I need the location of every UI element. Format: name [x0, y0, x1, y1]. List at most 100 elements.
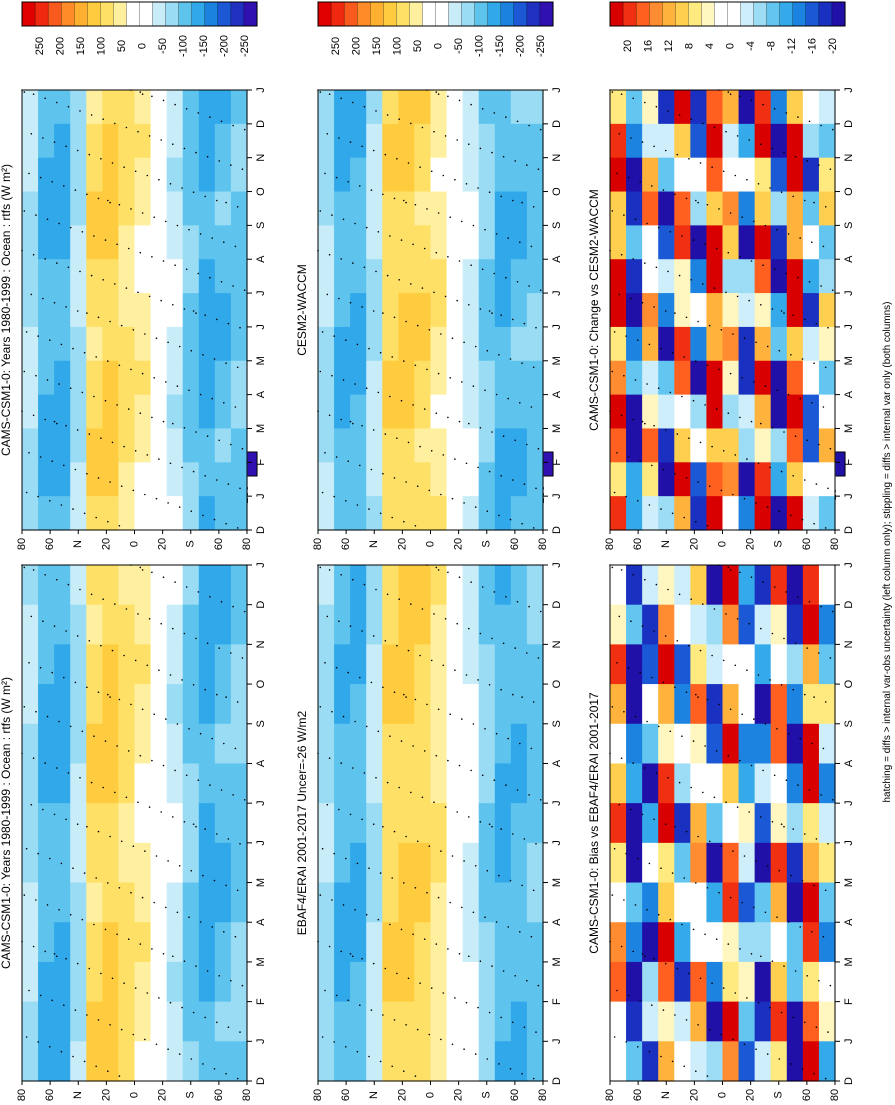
stipple-dot	[725, 801, 727, 803]
stipple-dot	[660, 1055, 662, 1058]
stipple-dot	[630, 808, 632, 811]
heatmap-cell	[642, 882, 659, 923]
lat-tick-label: S	[481, 1091, 493, 1098]
stipple-dot	[359, 1004, 361, 1006]
heatmap-cell	[478, 428, 496, 463]
heatmap-cell	[722, 259, 740, 294]
stipple-dot	[715, 408, 718, 410]
colorbar-swatch	[100, 1, 114, 27]
heatmap-cell	[642, 922, 659, 963]
stipple-dot	[493, 779, 496, 781]
stipple-dot	[134, 170, 137, 173]
heatmap-cell	[462, 1041, 480, 1082]
stipple-dot	[708, 1028, 711, 1031]
stipple-dot	[458, 420, 461, 423]
stipple-dot	[93, 235, 95, 237]
stipple-dot	[692, 928, 695, 931]
colorbar-swatch	[357, 1, 371, 27]
month-tick-label: F	[255, 459, 267, 466]
heatmap-cell	[182, 684, 200, 725]
heatmap-cell	[118, 803, 136, 844]
colorbar-label: 100	[391, 37, 403, 55]
stipple-dot	[653, 424, 655, 427]
heatmap-cell	[414, 803, 432, 844]
heatmap-cell	[350, 462, 367, 497]
heatmap-cell	[462, 922, 480, 963]
stipple-dot	[750, 260, 753, 262]
stipple-dot	[641, 420, 644, 423]
stipple-dot	[372, 310, 375, 312]
heatmap-cell	[382, 259, 399, 294]
heatmap-cell	[350, 565, 367, 606]
stipple-dot	[776, 389, 778, 392]
month-tick-label: M	[551, 424, 563, 433]
stipple-dot	[400, 399, 403, 402]
heatmap-cell	[642, 1001, 659, 1042]
heatmap-cell	[366, 842, 383, 884]
stipple-dot	[442, 664, 445, 667]
heatmap-cell	[318, 123, 335, 159]
heatmap-cell	[134, 259, 152, 294]
stipple-dot	[827, 1031, 829, 1033]
stipple-dot	[664, 962, 667, 965]
heatmap-cell	[674, 684, 691, 725]
heatmap-cell	[462, 644, 480, 685]
heatmap-cell	[706, 1041, 724, 1082]
heatmap-cell	[102, 1041, 120, 1082]
heatmap-cell	[86, 961, 103, 1003]
stipple-dot	[241, 984, 244, 987]
stipple-dot	[232, 124, 234, 127]
heatmap-cell	[494, 90, 512, 125]
stipple-dot	[674, 825, 676, 828]
heatmap-cell	[150, 259, 168, 294]
stipple-dot	[396, 437, 398, 440]
stipple-dot	[722, 170, 725, 173]
stipple-dot	[521, 1072, 523, 1075]
colorbar-swatch	[370, 1, 384, 27]
heatmap-cell	[70, 90, 87, 125]
stipple-dot	[456, 299, 459, 302]
stipple-dot	[532, 701, 535, 703]
stipple-dot	[118, 203, 121, 206]
heatmap-cell	[626, 1001, 643, 1042]
stipple-dot	[151, 416, 153, 419]
stipple-dot	[702, 791, 704, 794]
stipple-dot	[167, 502, 169, 504]
stipple-dot	[667, 110, 669, 112]
stipple-dot	[831, 799, 834, 801]
stipple-dot	[109, 481, 111, 483]
stipple-dot	[32, 945, 35, 948]
stipple-dot	[405, 481, 407, 483]
heatmap-cell	[642, 842, 659, 884]
stipple-dot	[653, 630, 655, 632]
stipple-dot	[352, 578, 354, 581]
stipple-dot	[771, 632, 774, 635]
stipple-dot	[706, 698, 709, 701]
heatmap-cell	[738, 191, 756, 226]
heatmap-cell	[738, 394, 756, 430]
stipple-dot	[51, 460, 53, 463]
stipple-dot	[379, 872, 382, 874]
heatmap-cell	[414, 684, 432, 725]
stipple-dot	[479, 821, 482, 823]
lat-tick-label: 60	[213, 538, 225, 550]
stipple-dot	[65, 306, 67, 308]
stipple-dot	[223, 241, 225, 243]
stipple-dot	[375, 270, 377, 273]
heatmap-cell	[610, 394, 627, 430]
stipple-dot	[223, 402, 225, 404]
stipple-dot	[234, 747, 237, 750]
stipple-dot	[829, 657, 832, 659]
stipple-dot	[674, 1014, 676, 1016]
stipple-dot	[797, 276, 799, 279]
stipple-dot	[634, 904, 637, 906]
heatmap-cell	[118, 1001, 136, 1042]
stipple-dot	[750, 953, 753, 955]
stipple-dot	[444, 806, 447, 808]
month-tick-label: F	[843, 459, 855, 466]
stipple-dot	[111, 977, 114, 980]
colorbar-swatch	[622, 1, 637, 27]
heatmap-cell	[462, 496, 480, 531]
heatmap-cell	[102, 496, 120, 531]
